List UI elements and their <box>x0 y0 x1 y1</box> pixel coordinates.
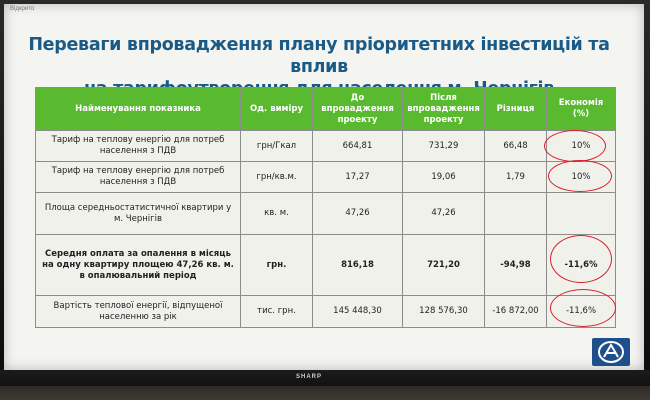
row-after: 47,26 <box>402 192 485 235</box>
slide-title-line-1: Переваги впровадження плану пріоритетних… <box>28 35 610 77</box>
row-difference: -16 872,00 <box>484 295 547 328</box>
indicators-table: Найменування показника Од. виміру До впр… <box>35 87 616 328</box>
row-before: 664,81 <box>312 130 403 162</box>
slide-screen: Відкрито Переваги впровадження плану прі… <box>4 4 644 370</box>
row-after: 721,20 <box>402 234 485 296</box>
row-difference: -94,98 <box>484 234 547 296</box>
row-difference: 66,48 <box>484 130 547 162</box>
row-economy <box>546 192 616 235</box>
header-economy: Економія (%) <box>546 87 616 131</box>
table-row: Площа середньостатистичної квартири у м.… <box>35 192 616 235</box>
row-before: 17,27 <box>312 161 403 193</box>
header-after: Після впровадження проекту <box>402 87 485 131</box>
row-indicator-name: Тариф на теплову енергію для потреб насе… <box>35 161 241 193</box>
row-after: 19,06 <box>402 161 485 193</box>
header-unit: Од. виміру <box>240 87 313 131</box>
row-indicator-name: Площа середньостатистичної квартири у м.… <box>35 192 241 235</box>
header-before: До впровадження проекту <box>312 87 403 131</box>
table-row: Тариф на теплову енергію для потреб насе… <box>35 130 616 162</box>
row-indicator-name: Середня оплата за опалення в місяць на о… <box>35 234 241 296</box>
row-after: 731,29 <box>402 130 485 162</box>
logo-emblem-icon <box>598 341 624 363</box>
table-row: Тариф на теплову енергію для потреб насе… <box>35 161 616 193</box>
row-after: 128 576,30 <box>402 295 485 328</box>
row-economy: -11,6% <box>546 295 616 328</box>
row-economy: -11,6% <box>546 234 616 296</box>
header-difference: Різниця <box>484 87 547 131</box>
row-difference: 1,79 <box>484 161 547 193</box>
header-indicator-name: Найменування показника <box>35 87 241 131</box>
row-before: 47,26 <box>312 192 403 235</box>
screen-corner-text: Відкрито <box>10 6 35 12</box>
table-row: Вартість теплової енергії, відпущеної на… <box>35 295 616 328</box>
row-unit: тис. грн. <box>240 295 313 328</box>
row-unit: кв. м. <box>240 192 313 235</box>
row-indicator-name: Вартість теплової енергії, відпущеної на… <box>35 295 241 328</box>
row-before: 816,18 <box>312 234 403 296</box>
tv-brand-label: SHARP <box>296 374 323 380</box>
row-difference <box>484 192 547 235</box>
row-economy: 10% <box>546 130 616 162</box>
table-header-row: Найменування показника Од. виміру До впр… <box>35 87 616 131</box>
row-unit: грн/кв.м. <box>240 161 313 193</box>
row-economy: 10% <box>546 161 616 193</box>
row-unit: грн. <box>240 234 313 296</box>
row-unit: грн/Гкал <box>240 130 313 162</box>
table-row: Середня оплата за опалення в місяць на о… <box>35 234 616 296</box>
row-indicator-name: Тариф на теплову енергію для потреб насе… <box>35 130 241 162</box>
row-before: 145 448,30 <box>312 295 403 328</box>
shelf <box>0 386 650 400</box>
company-logo <box>592 338 630 366</box>
